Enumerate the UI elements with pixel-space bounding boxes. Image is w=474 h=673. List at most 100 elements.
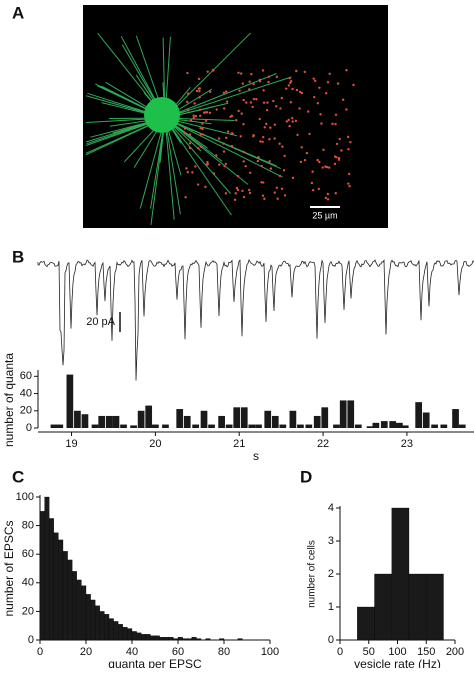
y-tick-label: 20: [20, 405, 32, 417]
bar: [321, 407, 328, 428]
y-tick-label: 0: [328, 634, 334, 646]
synapse: [345, 108, 347, 110]
synapse: [198, 96, 200, 98]
hist-bar: [187, 639, 192, 640]
synapse: [292, 177, 294, 179]
soma: [144, 97, 180, 133]
bar: [192, 425, 199, 428]
synapse: [327, 198, 329, 200]
hist-bar: [146, 634, 151, 640]
synapse: [273, 137, 275, 139]
synapse: [347, 148, 349, 150]
synapse: [189, 147, 191, 149]
synapse: [251, 106, 253, 108]
synapse: [200, 145, 202, 147]
bar: [314, 416, 321, 428]
hist-bar: [196, 639, 201, 640]
hist-bar: [178, 637, 183, 640]
hist-bar: [123, 627, 128, 640]
synapse: [241, 112, 243, 114]
hist-bar: [54, 533, 59, 640]
bar: [396, 423, 403, 428]
bar: [264, 411, 271, 428]
x-tick-label: 200: [446, 646, 464, 658]
synapse: [262, 195, 264, 197]
synapse: [296, 89, 298, 91]
synapse: [281, 188, 283, 190]
synapse: [261, 165, 263, 167]
synapse: [213, 172, 215, 174]
synapse: [276, 76, 278, 78]
y-tick-label: 80: [22, 520, 34, 532]
bar: [98, 416, 105, 428]
synapse: [192, 115, 194, 117]
synapse: [335, 114, 337, 116]
x-tick-label: 80: [218, 646, 230, 658]
synapse: [313, 96, 315, 98]
synapse: [342, 99, 344, 101]
synapse: [289, 82, 291, 84]
synapse: [262, 89, 264, 91]
synapse: [202, 133, 204, 135]
synapse: [348, 185, 350, 187]
synapse: [284, 194, 286, 196]
hist-bar: [155, 636, 160, 640]
synapse: [268, 76, 270, 78]
hist-bar: [72, 571, 77, 640]
synapse: [193, 102, 195, 104]
synapse: [237, 189, 239, 191]
x-tick-label: 40: [126, 646, 138, 658]
x-axis-label: quanta per EPSC: [108, 657, 202, 668]
synapse: [194, 165, 196, 167]
synapse: [347, 182, 349, 184]
hist-bar: [238, 639, 243, 640]
synapse: [206, 161, 208, 163]
hist-bar: [95, 606, 100, 640]
synapse: [222, 142, 224, 144]
synapse: [276, 197, 278, 199]
synapse: [314, 80, 316, 82]
synapse: [279, 107, 281, 109]
synapse: [338, 138, 340, 140]
synapse: [185, 167, 187, 169]
synapse: [231, 145, 233, 147]
synapse: [274, 124, 276, 126]
synapse: [304, 71, 306, 73]
hist-bar: [169, 637, 174, 640]
bar: [373, 423, 380, 428]
bar: [255, 425, 262, 428]
synapse: [197, 147, 199, 149]
y-axis-label: number of cells: [307, 540, 318, 608]
synapse: [187, 171, 189, 173]
synapse: [336, 143, 338, 145]
bar: [152, 425, 159, 428]
hist-bar: [109, 619, 114, 640]
synapse: [209, 91, 211, 93]
synapse: [288, 77, 290, 79]
synapse: [237, 175, 239, 177]
synapse: [328, 166, 330, 168]
x-tick-label: 150: [417, 646, 435, 658]
scale-bar-label: 20 pA: [86, 316, 115, 328]
synapse: [263, 198, 265, 200]
synapse: [259, 140, 261, 142]
synapse: [212, 69, 214, 71]
synapse: [245, 165, 247, 167]
y-tick-label: 2: [328, 568, 334, 580]
synapse: [195, 115, 197, 117]
synapse: [225, 192, 227, 194]
synapse: [248, 88, 250, 90]
bar: [226, 425, 233, 428]
bar: [389, 421, 396, 428]
bar: [248, 425, 255, 428]
bar: [67, 375, 74, 428]
bar: [415, 402, 422, 428]
synapse: [320, 122, 322, 124]
bar: [51, 425, 58, 428]
synapse: [187, 109, 189, 111]
x-tick-label: 100: [388, 646, 406, 658]
hist-bar: [206, 639, 211, 640]
bar: [82, 414, 89, 428]
synapse: [259, 118, 261, 120]
synapse: [262, 136, 264, 138]
